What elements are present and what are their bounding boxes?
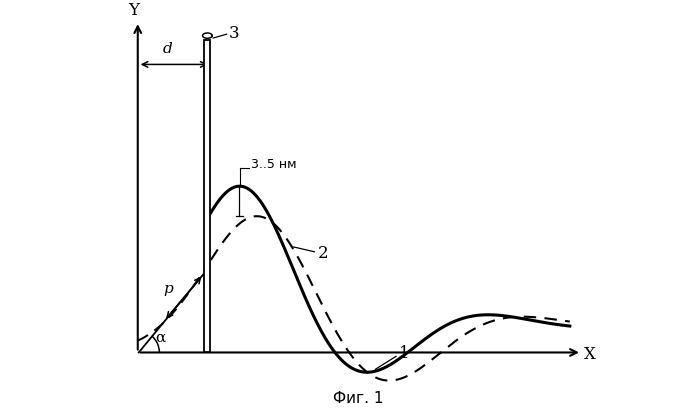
Text: Y: Y: [128, 2, 140, 19]
Text: d: d: [163, 42, 172, 56]
Text: Фиг. 1: Фиг. 1: [334, 391, 384, 406]
Text: p: p: [164, 282, 174, 296]
Text: X: X: [584, 346, 596, 363]
Text: 1: 1: [399, 345, 410, 362]
Text: 3..5 нм: 3..5 нм: [251, 158, 297, 171]
Text: α: α: [156, 330, 165, 344]
Bar: [205, 40, 211, 353]
Text: 2: 2: [318, 245, 329, 262]
Text: 3: 3: [229, 25, 239, 42]
